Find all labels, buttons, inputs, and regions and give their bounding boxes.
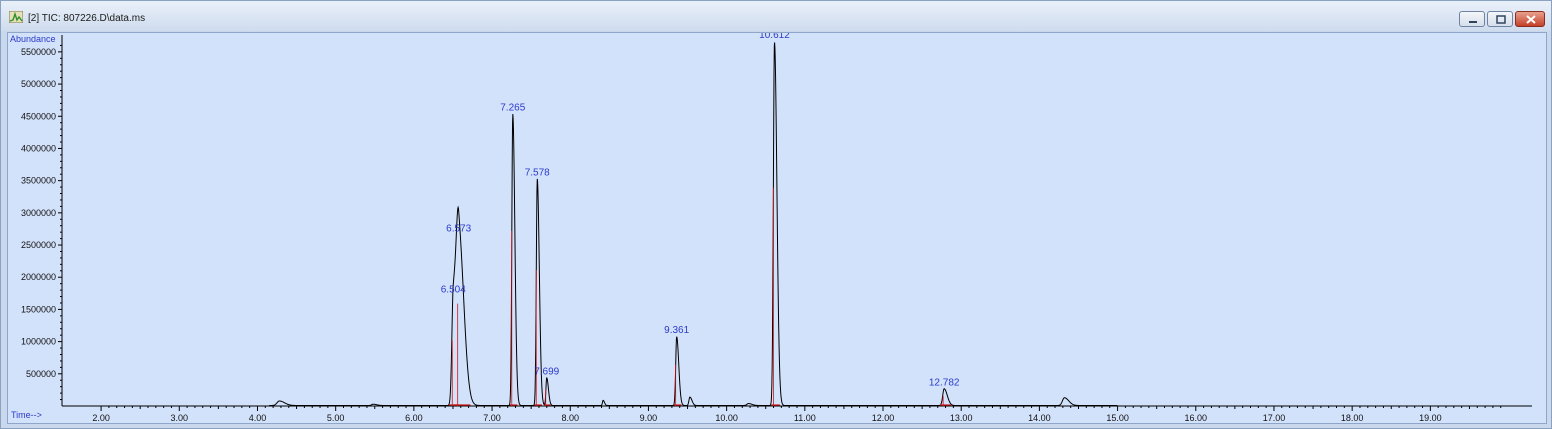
x-tick-label: 18.00 bbox=[1341, 413, 1364, 423]
x-tick-label: 17.00 bbox=[1263, 413, 1286, 423]
peak-label: 7.578 bbox=[525, 167, 550, 178]
x-tick-label: 19.00 bbox=[1419, 413, 1442, 423]
x-tick-label: 11.00 bbox=[794, 413, 816, 423]
x-tick-label: 6.00 bbox=[405, 413, 423, 423]
chromatogram-app-icon bbox=[9, 11, 23, 23]
peak-label: 12.782 bbox=[929, 377, 960, 388]
tic-trace bbox=[269, 42, 1118, 406]
x-tick-label: 13.00 bbox=[950, 413, 973, 423]
maximize-icon bbox=[1496, 15, 1506, 24]
x-tick-label: 8.00 bbox=[561, 413, 579, 423]
y-tick-label: 1500000 bbox=[21, 304, 56, 314]
peak-label: 7.265 bbox=[500, 102, 525, 113]
y-tick-label: 4000000 bbox=[21, 143, 56, 153]
chromatogram-plot[interactable]: 500000 1000000 1500000 2000000 2500000 300000… bbox=[7, 32, 1547, 424]
close-button[interactable] bbox=[1515, 11, 1545, 27]
x-tick-label: 4.00 bbox=[249, 413, 267, 423]
x-tick-label: 15.00 bbox=[1106, 413, 1129, 423]
peak-label: 9.361 bbox=[664, 325, 689, 336]
x-tick-label: 2.00 bbox=[92, 413, 110, 423]
y-tick-label: 5000000 bbox=[21, 79, 56, 89]
x-tick-label: 9.00 bbox=[640, 413, 658, 423]
x-axis-title: Time--> bbox=[11, 410, 42, 420]
x-tick-label: 7.00 bbox=[483, 413, 501, 423]
peak-label: 10.612 bbox=[759, 33, 790, 41]
minimize-button[interactable] bbox=[1459, 11, 1485, 27]
y-tick-label: 3000000 bbox=[21, 208, 56, 218]
y-tick-label: 2500000 bbox=[21, 240, 56, 250]
tic-trace-line bbox=[269, 42, 1118, 406]
x-tick-label: 3.00 bbox=[171, 413, 189, 423]
tic-chart[interactable]: 500000 1000000 1500000 2000000 2500000 300000… bbox=[8, 33, 1546, 423]
peak-label: 6.573 bbox=[446, 223, 471, 234]
x-tick-label: 14.00 bbox=[1028, 413, 1051, 423]
close-icon bbox=[1526, 15, 1536, 24]
title-bar[interactable]: [2] TIC: 807226.D\data.ms bbox=[1, 1, 1551, 31]
window-title: [2] TIC: 807226.D\data.ms bbox=[28, 13, 146, 24]
x-tick-label: 5.00 bbox=[327, 413, 345, 423]
y-tick-label: 4500000 bbox=[21, 111, 56, 121]
y-tick-label: 1000000 bbox=[21, 337, 56, 347]
x-tick-label: 10.00 bbox=[715, 413, 738, 423]
x-tick-label: 16.00 bbox=[1185, 413, 1208, 423]
axes: 500000 1000000 1500000 2000000 2500000 300000… bbox=[21, 35, 1532, 423]
y-tick-label: 5500000 bbox=[21, 47, 56, 57]
minimize-icon bbox=[1469, 21, 1477, 23]
peak-label: 6.504 bbox=[441, 285, 466, 296]
x-tick-label: 12.00 bbox=[872, 413, 895, 423]
maximize-button[interactable] bbox=[1487, 11, 1513, 27]
y-tick-label: 2000000 bbox=[21, 272, 56, 282]
peak-labels: 6.504 6.573 7.265 7.578 7.699 9.361 10.612 12.7… bbox=[441, 33, 960, 388]
peak-label: 7.699 bbox=[534, 366, 559, 377]
y-tick-label: 3500000 bbox=[21, 176, 56, 186]
y-axis-title: Abundance bbox=[10, 34, 56, 44]
y-tick-label: 500000 bbox=[26, 369, 56, 379]
